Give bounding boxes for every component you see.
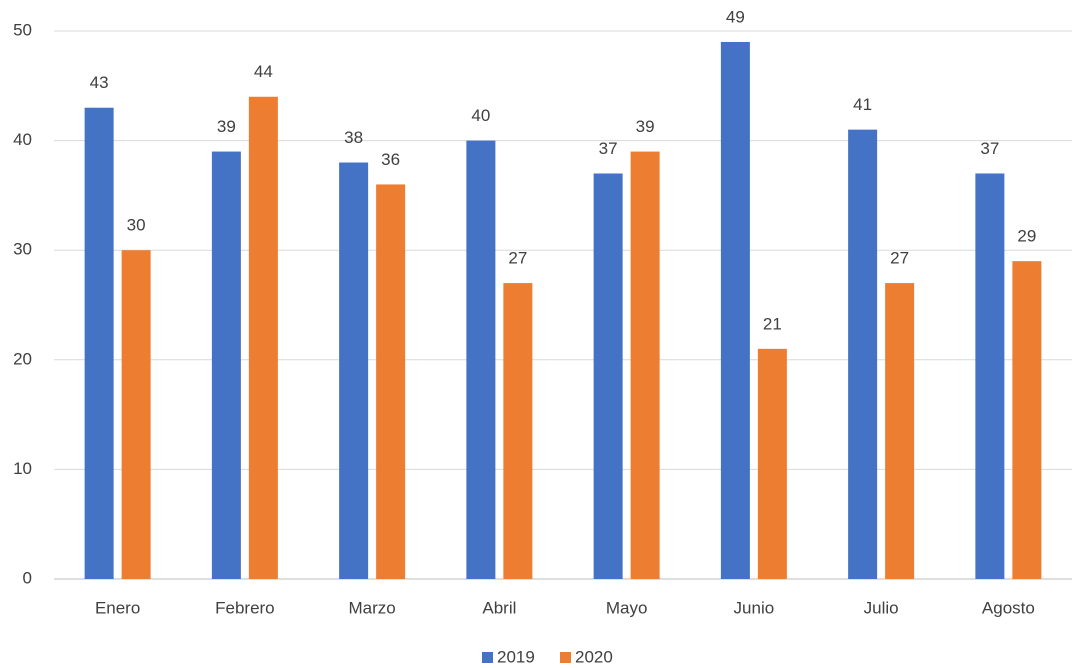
x-tick-label: Agosto [982, 598, 1035, 617]
bar [593, 173, 623, 580]
y-tick-label: 30 [13, 240, 32, 259]
data-label: 44 [254, 62, 273, 81]
data-label: 27 [890, 249, 909, 268]
data-label: 21 [763, 314, 782, 333]
legend-swatch [482, 652, 493, 663]
bar [248, 96, 278, 579]
bar [376, 184, 406, 579]
y-tick-label: 40 [13, 130, 32, 149]
x-tick-label: Febrero [215, 598, 275, 617]
bar [503, 283, 533, 579]
y-tick-label: 50 [13, 20, 32, 39]
legend-label: 2020 [575, 647, 613, 666]
bar [466, 140, 496, 579]
bar [848, 129, 878, 579]
bar [121, 250, 151, 579]
x-tick-label: Abril [482, 598, 516, 617]
legend-swatch [560, 652, 571, 663]
data-label: 29 [1017, 227, 1036, 246]
y-tick-label: 10 [13, 459, 32, 478]
bar [885, 283, 915, 579]
x-tick-label: Marzo [349, 598, 396, 617]
bar [975, 173, 1005, 580]
bar [211, 151, 241, 579]
data-label: 37 [599, 139, 618, 158]
data-label: 41 [853, 95, 872, 114]
bar [720, 41, 750, 579]
bar [757, 348, 787, 579]
data-label: 39 [636, 117, 655, 136]
legend-label: 2019 [497, 647, 535, 666]
data-label: 38 [344, 128, 363, 147]
data-label: 36 [381, 150, 400, 169]
data-label: 37 [980, 139, 999, 158]
data-label: 40 [471, 106, 490, 125]
bar [630, 151, 660, 579]
bar [339, 162, 369, 579]
data-label: 39 [217, 117, 236, 136]
x-tick-label: Junio [734, 598, 775, 617]
x-tick-label: Mayo [606, 598, 648, 617]
x-tick-label: Enero [95, 598, 140, 617]
data-label: 43 [90, 73, 109, 92]
data-label: 27 [508, 249, 527, 268]
x-tick-label: Julio [864, 598, 899, 617]
bar [84, 107, 114, 579]
y-tick-label: 20 [13, 349, 32, 368]
y-tick-label: 0 [23, 568, 32, 587]
data-label: 49 [726, 7, 745, 26]
bar [1012, 261, 1042, 579]
data-label: 30 [127, 216, 146, 235]
